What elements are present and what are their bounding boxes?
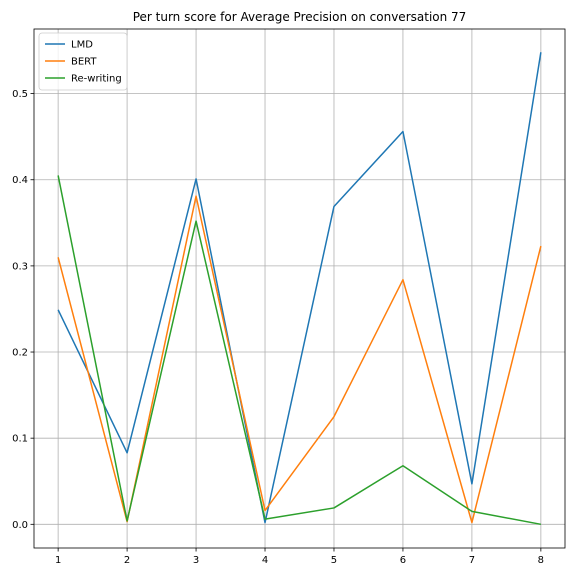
series-line-lmd [57, 52, 542, 524]
y-tick-label: 0.1 [12, 434, 28, 445]
x-tick-label: 3 [193, 555, 199, 566]
y-tick-label: 0.3 [12, 261, 28, 272]
chart-title: Per turn score for Average Precision on … [133, 10, 467, 24]
x-tick-label: 7 [469, 555, 475, 566]
legend-label: LMD [71, 40, 93, 51]
y-tick-label: 0.4 [12, 175, 28, 186]
grid [34, 29, 565, 548]
legend-label: BERT [71, 57, 97, 68]
y-tick-label: 0.2 [12, 348, 28, 359]
x-axis-ticks: 1 2 3 4 5 6 7 8 [55, 548, 544, 566]
series-line-bert [57, 195, 542, 524]
y-tick-label: 0.5 [12, 89, 28, 100]
legend: LMD BERT Re-writing [38, 32, 128, 91]
x-tick-label: 8 [538, 555, 544, 566]
x-tick-label: 6 [400, 555, 406, 566]
legend-label: Re-writing [71, 74, 122, 85]
series-line-re-writing [57, 175, 542, 526]
x-tick-label: 1 [55, 555, 61, 566]
series-lines [57, 52, 542, 526]
x-tick-label: 5 [331, 555, 337, 566]
x-tick-label: 2 [124, 555, 130, 566]
legend-box [38, 32, 128, 91]
x-tick-label: 4 [262, 555, 268, 566]
plot-frame [33, 28, 566, 549]
y-axis-ticks: 0.0 0.1 0.2 0.3 0.4 0.5 [12, 89, 34, 531]
y-tick-label: 0.0 [12, 520, 28, 531]
